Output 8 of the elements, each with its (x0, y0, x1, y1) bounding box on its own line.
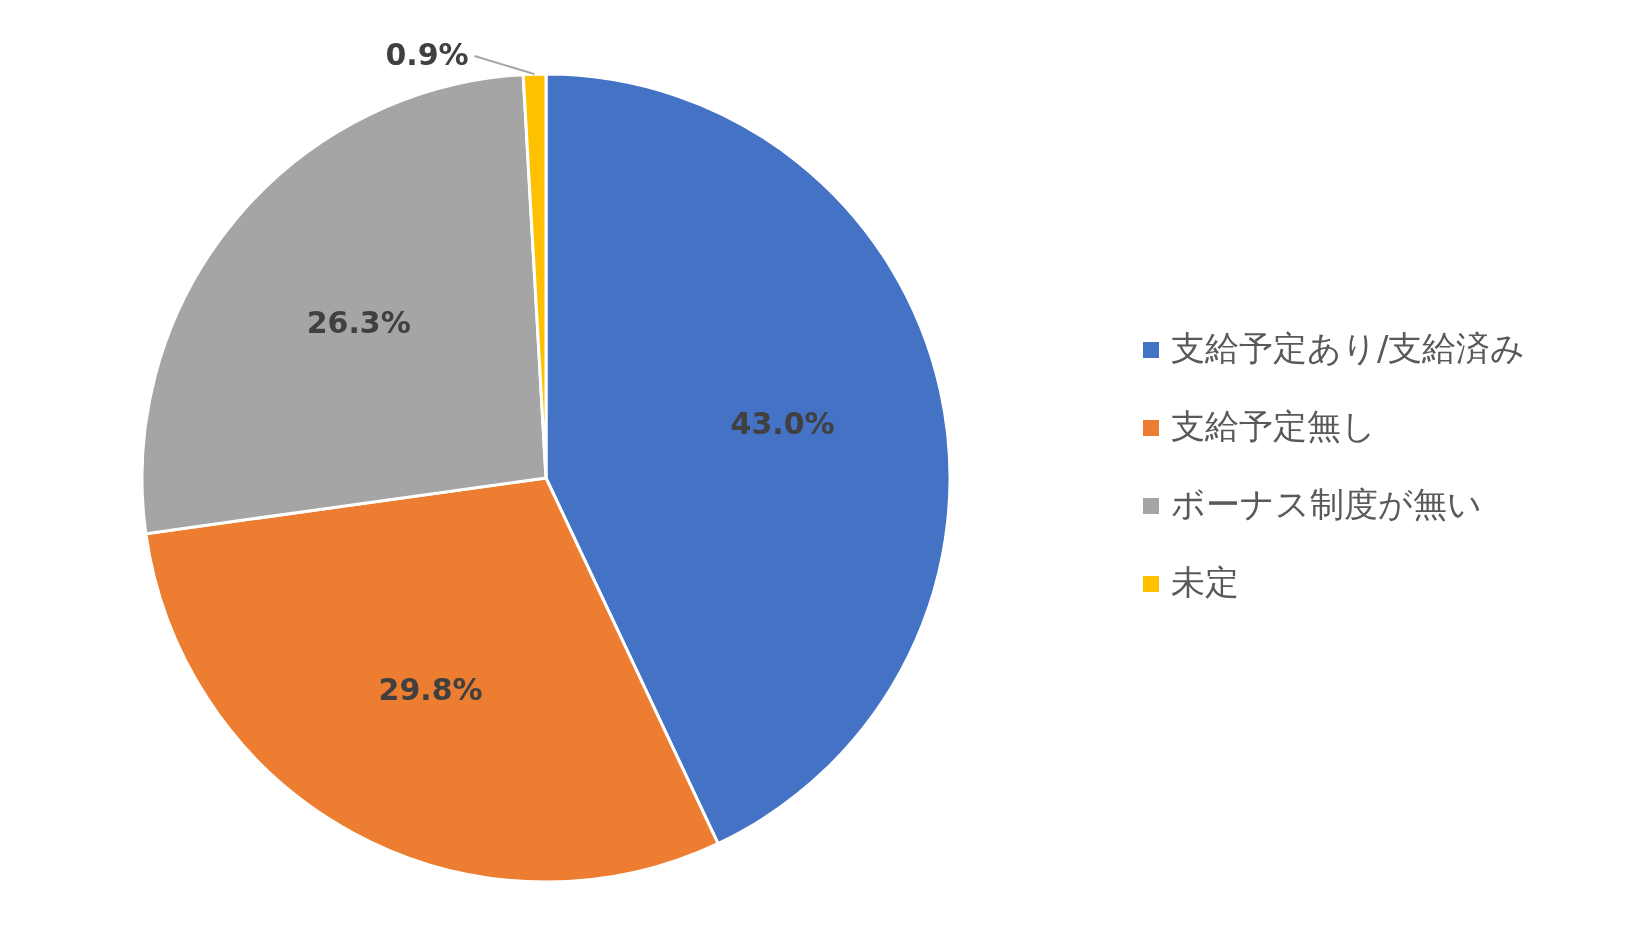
data-label: 26.3% (306, 304, 411, 340)
data-label: 29.8% (378, 671, 483, 707)
data-label: 0.9% (385, 36, 469, 72)
legend-label: 支給予定無し (1171, 405, 1376, 446)
legend-label: 未定 (1171, 561, 1239, 602)
legend-label: ボーナス制度が無い (1171, 483, 1482, 524)
legend-label: 支給予定あり/支給済み (1171, 327, 1526, 368)
data-label: 43.0% (730, 405, 835, 441)
